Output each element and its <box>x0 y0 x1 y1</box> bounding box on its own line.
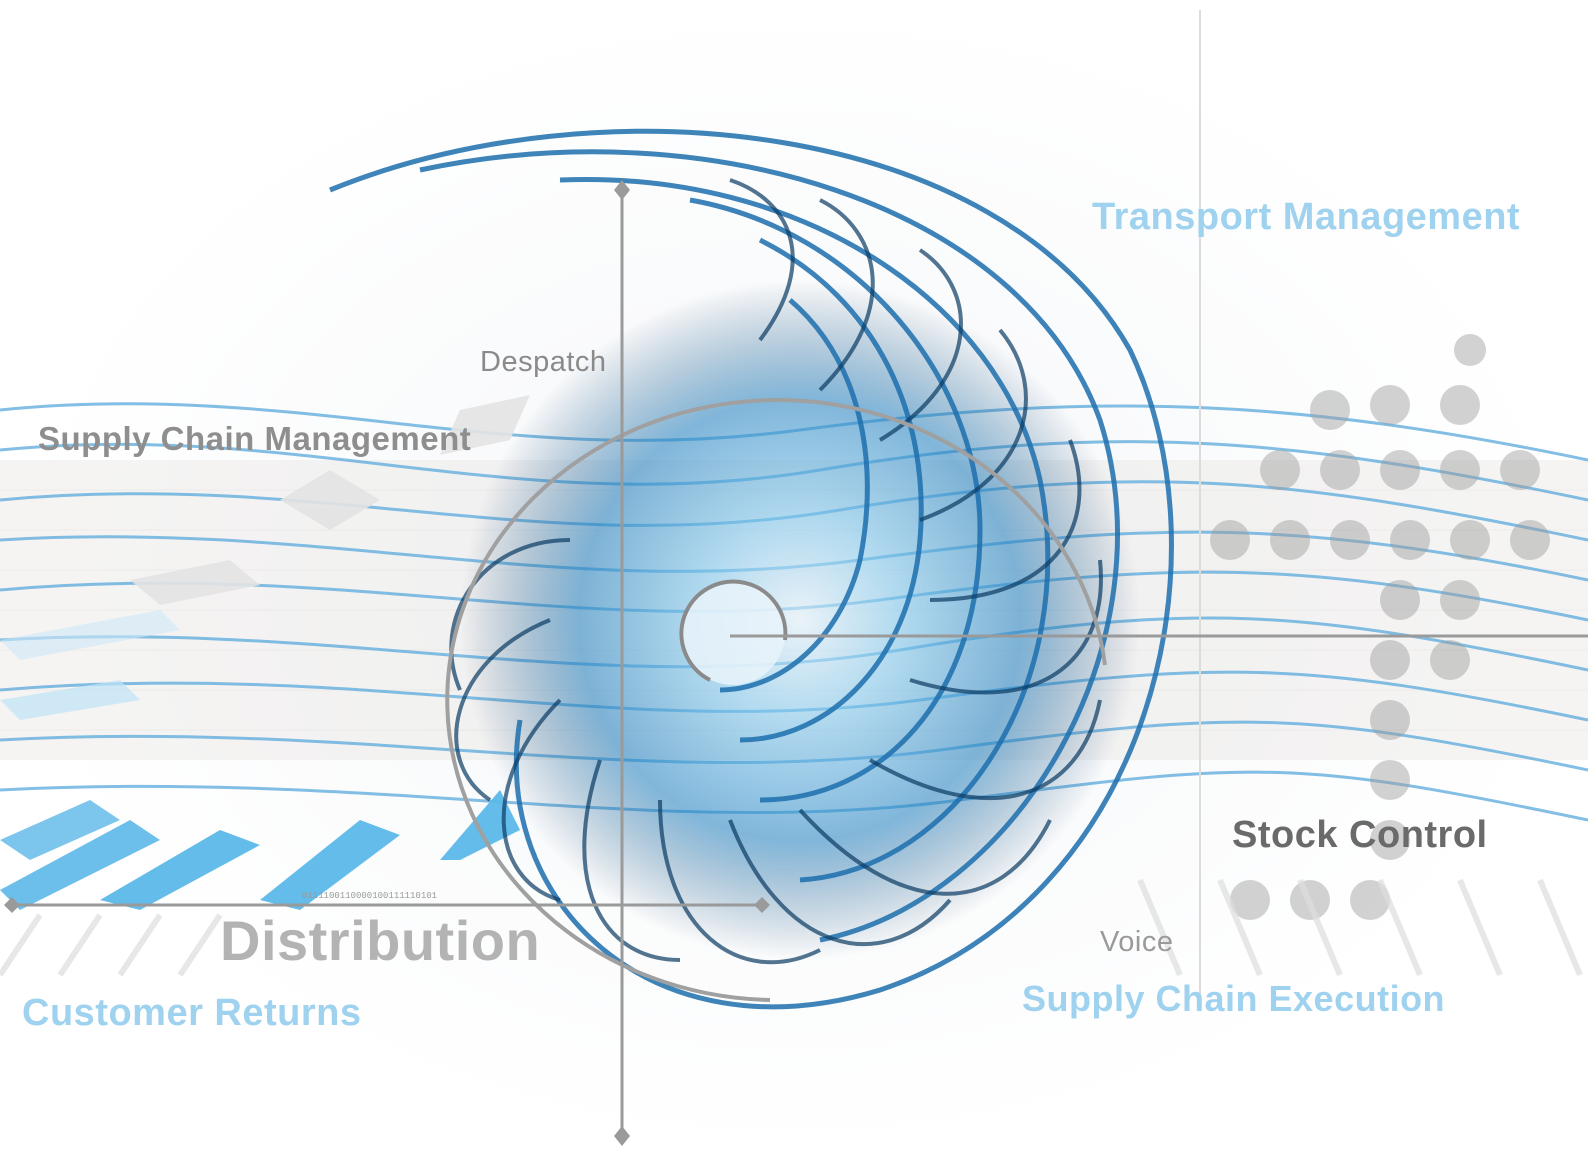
nautilus-spiral <box>329 128 1174 1010</box>
dot-pattern <box>1210 334 1550 920</box>
label-transport-management: Transport Management <box>1092 196 1521 238</box>
label-voice: Voice <box>1100 926 1174 958</box>
label-distribution: Distribution <box>220 909 541 972</box>
gray-diamonds <box>130 395 530 605</box>
label-supply-chain-execution: Supply Chain Execution <box>1022 978 1446 1019</box>
blue-stripes <box>0 610 520 910</box>
crosshair-lines <box>12 190 1588 1135</box>
crosshair-markers <box>4 180 770 1146</box>
label-supply-chain-management: Supply Chain Management <box>38 420 472 457</box>
label-despatch: Despatch <box>480 346 607 378</box>
hatched-ground <box>0 878 1583 977</box>
binary-strip: 0111100110000100111110101 <box>302 891 438 901</box>
label-stock-control: Stock Control <box>1232 814 1488 856</box>
label-customer-returns: Customer Returns <box>22 992 362 1034</box>
